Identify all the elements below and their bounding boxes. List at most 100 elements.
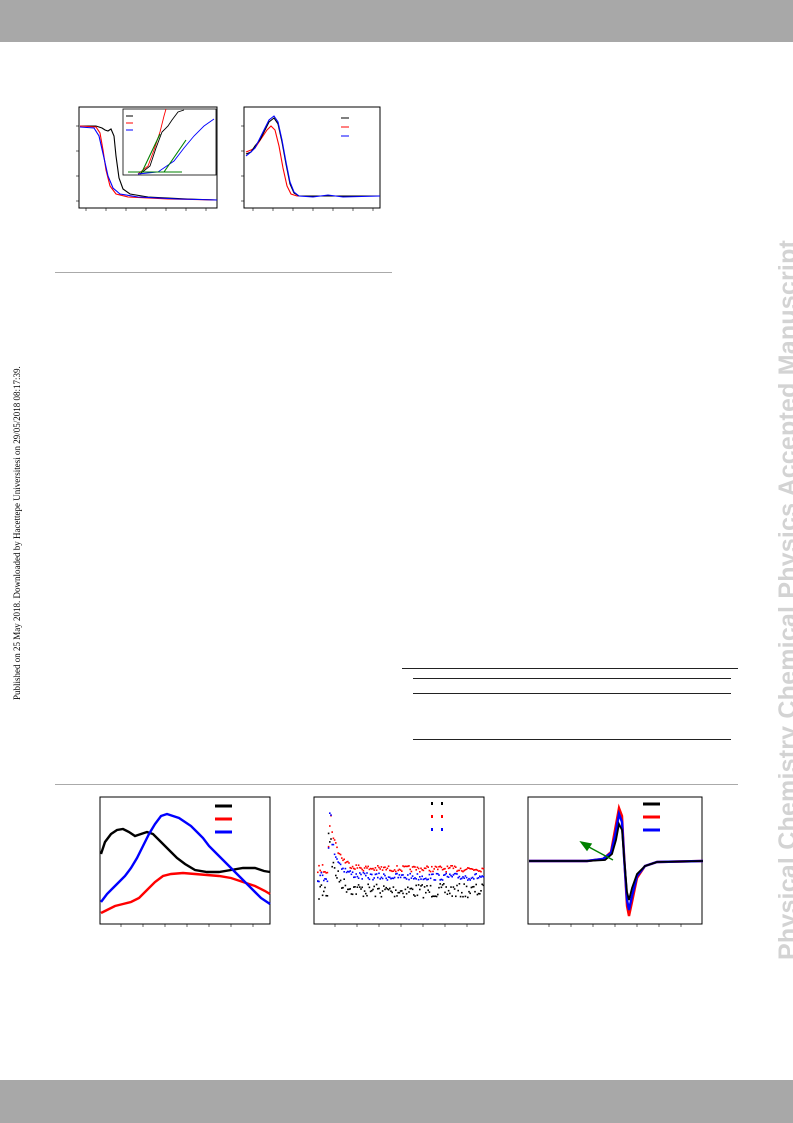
scatter-point <box>422 896 425 899</box>
scatter-point <box>431 865 433 868</box>
scatter-point <box>403 896 405 898</box>
scatter-point <box>471 886 474 888</box>
scatter-point <box>374 867 377 869</box>
inset-black-curve <box>139 109 185 175</box>
scatter-point <box>371 873 373 876</box>
scatter-point <box>441 868 444 871</box>
scatter-point <box>428 869 431 872</box>
scatter-point <box>383 873 385 875</box>
scatter-point <box>348 862 350 864</box>
journal-watermark: Physical Chemistry Chemical Physics Acce… <box>774 239 793 960</box>
scatter-point <box>462 870 464 873</box>
scatter-point <box>356 886 359 888</box>
scatter-point <box>434 865 437 868</box>
scatter-point <box>362 895 365 898</box>
scatter-point <box>318 864 320 867</box>
scatter-point <box>392 877 395 880</box>
scatter-point <box>324 886 326 889</box>
scatter-point <box>342 867 344 870</box>
scatter-point <box>471 868 474 870</box>
scatter-point <box>421 869 423 871</box>
scatter-point <box>391 877 393 879</box>
scatter-point <box>465 876 468 879</box>
figure-decay-scatter <box>313 796 485 927</box>
scatter-point <box>461 891 463 894</box>
scatter-point <box>420 878 422 880</box>
scatter-point <box>423 886 426 888</box>
scatter-point <box>355 893 357 895</box>
scatter-point <box>360 873 362 876</box>
scatter-point <box>437 893 439 896</box>
scatter-point <box>327 845 330 848</box>
scatter-point <box>379 878 381 880</box>
scatter-point <box>342 886 344 889</box>
series-black-curve <box>80 125 218 201</box>
figure-three-spectra <box>99 796 271 927</box>
scatter-point <box>337 870 339 872</box>
scatter-point <box>450 865 452 867</box>
scatter-point <box>335 842 337 844</box>
scatter-point <box>425 891 427 894</box>
scatter-point <box>479 870 481 872</box>
scatter-point <box>422 869 425 872</box>
scatter-point <box>366 872 368 874</box>
scatter-point <box>398 891 401 894</box>
scatter-point <box>333 853 336 856</box>
scatter-point <box>413 894 415 896</box>
inset-frame <box>122 108 217 176</box>
scatter-point <box>395 889 397 891</box>
scatter-point <box>319 885 321 888</box>
scatter-point <box>348 888 350 891</box>
scatter-point <box>433 879 435 881</box>
scatter-point <box>362 871 365 874</box>
scatter-point <box>421 884 423 886</box>
scatter-point <box>453 888 456 890</box>
scatter-point <box>408 891 410 893</box>
scatter-point <box>373 877 375 879</box>
scatter-point <box>444 867 446 870</box>
scatter-point <box>329 825 331 827</box>
scatter-point <box>469 868 471 870</box>
scatter-point <box>481 867 483 870</box>
scatter-point <box>325 878 327 880</box>
scatter-point <box>437 868 439 871</box>
scatter-point <box>452 874 455 876</box>
section-divider <box>55 272 392 273</box>
scatter-point <box>409 872 411 875</box>
scatter-point <box>408 865 410 867</box>
scatter-point <box>398 868 401 871</box>
scatter-point <box>444 873 446 876</box>
scatter-point <box>468 890 470 893</box>
scatter-point <box>379 892 381 894</box>
scatter-point <box>451 865 453 867</box>
scatter-point <box>365 874 367 877</box>
scatter-point <box>411 875 414 877</box>
scatter-point <box>456 884 458 887</box>
scatter-point <box>467 867 469 869</box>
scatter-point <box>429 877 432 880</box>
scatter-point <box>336 877 338 879</box>
scatter-point <box>336 858 338 860</box>
plot-frame <box>78 106 218 209</box>
scatter-point <box>317 871 319 874</box>
scatter-point <box>355 864 357 866</box>
figure-absorption-plot <box>76 106 218 211</box>
scatter-point <box>392 886 395 888</box>
scatter-point <box>419 888 421 891</box>
scatter-point <box>428 891 431 893</box>
scatter-point <box>321 864 324 866</box>
scatter-point <box>381 877 384 880</box>
scatter-point <box>343 858 345 861</box>
scatter-point <box>432 873 434 875</box>
table-mid-rule <box>413 693 731 694</box>
scatter-point <box>319 874 321 877</box>
scatter-point <box>426 878 428 881</box>
scatter-point <box>475 883 477 886</box>
scatter-point <box>390 890 392 892</box>
scatter-point <box>446 865 449 868</box>
scatter-point <box>380 895 383 898</box>
scatter-point <box>398 874 401 876</box>
scatter-point <box>450 874 452 877</box>
scatter-point <box>407 886 409 889</box>
scatter-point <box>391 870 393 873</box>
